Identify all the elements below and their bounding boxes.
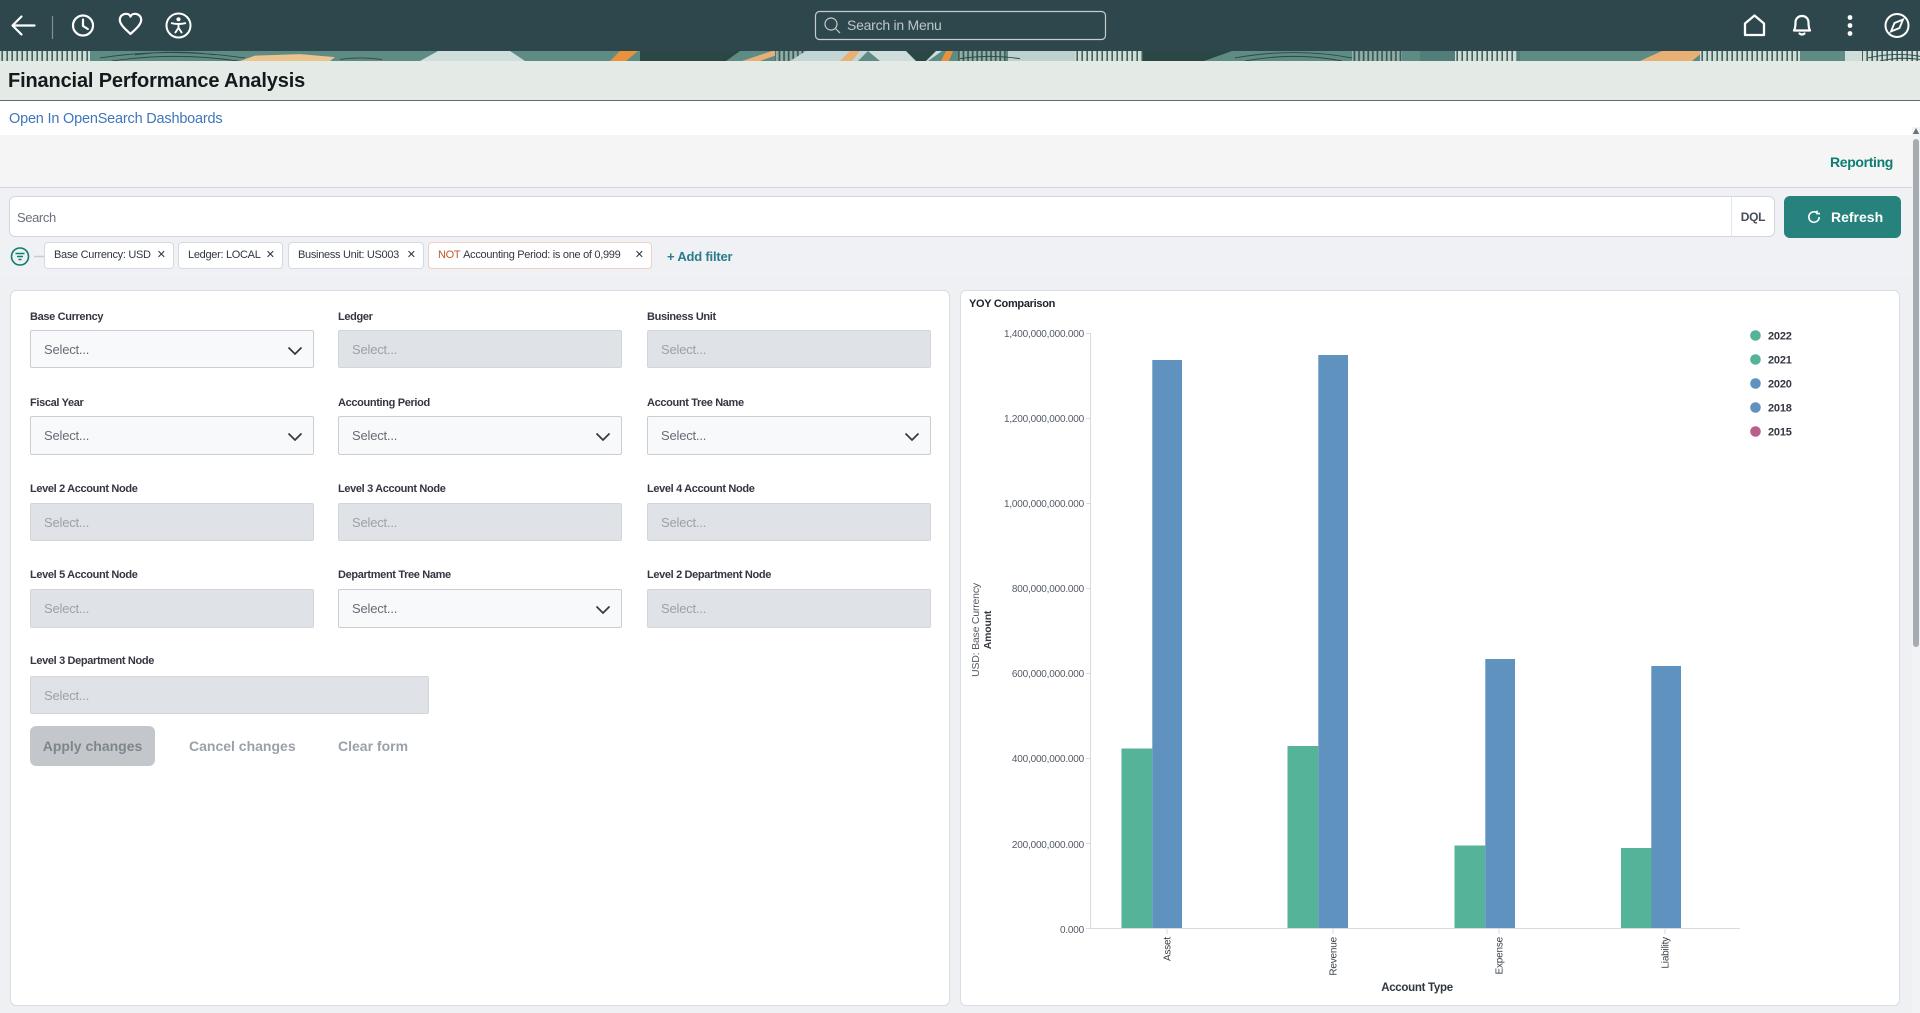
svg-text:1,200,000,000.000: 1,200,000,000.000 (1004, 414, 1085, 425)
svg-text:2021: 2021 (1768, 355, 1792, 367)
svg-text:800,000,000.000: 800,000,000.000 (1012, 584, 1085, 595)
svg-text:Search in Menu: Search in Menu (847, 17, 942, 33)
svg-text:200,000,000.000: 200,000,000.000 (1012, 840, 1085, 851)
svg-text:2022: 2022 (1768, 331, 1792, 343)
svg-text:1,000,000,000.000: 1,000,000,000.000 (1004, 499, 1085, 510)
svg-text:400,000,000.000: 400,000,000.000 (1012, 754, 1085, 765)
svg-text:2015: 2015 (1768, 427, 1792, 439)
svg-text:Revenue: Revenue (1329, 936, 1340, 975)
svg-text:USD: Base Currency: USD: Base Currency (970, 582, 982, 677)
svg-text:Expense: Expense (1495, 936, 1506, 974)
svg-text:Asset: Asset (1163, 937, 1174, 961)
svg-text:600,000,000.000: 600,000,000.000 (1012, 669, 1085, 680)
svg-text:2018: 2018 (1768, 403, 1792, 415)
svg-text:2020: 2020 (1768, 379, 1792, 391)
svg-text:Amount: Amount (982, 610, 994, 649)
svg-text:Liability: Liability (1661, 937, 1672, 969)
svg-text:1,400,000,000.000: 1,400,000,000.000 (1004, 329, 1085, 340)
svg-text:Account Type: Account Type (1381, 982, 1453, 994)
svg-text:0.000: 0.000 (1060, 925, 1085, 936)
